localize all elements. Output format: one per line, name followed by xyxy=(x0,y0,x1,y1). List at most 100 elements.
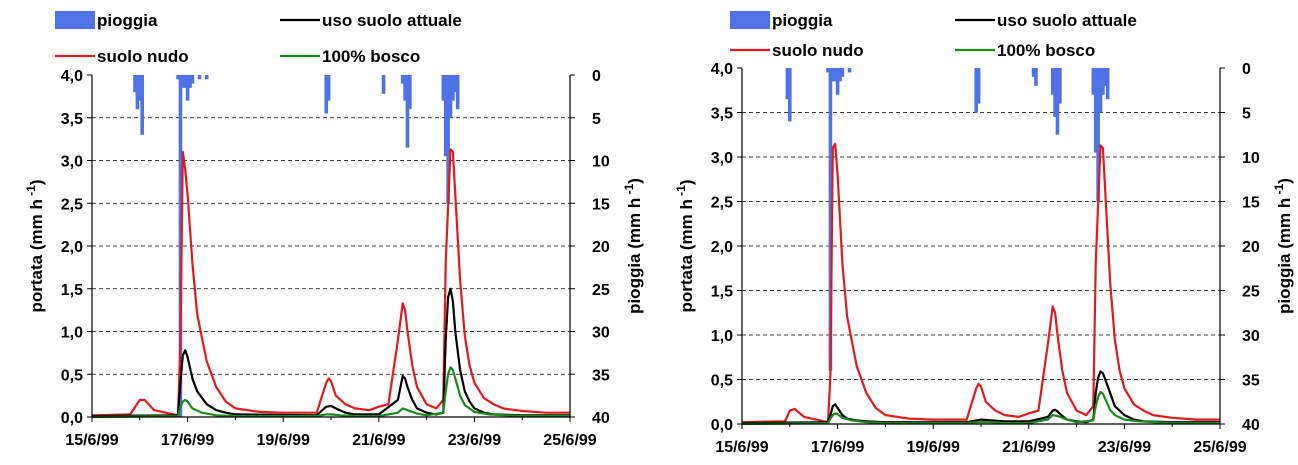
rain-bar xyxy=(1053,68,1057,117)
y2-axis-title-main: pioggia (mm h xyxy=(1275,198,1294,314)
x-tick-label: 15/6/99 xyxy=(715,439,768,456)
y2-tick-label: 10 xyxy=(1242,150,1260,167)
y-tick-label: 2,0 xyxy=(61,239,83,256)
legend-swatch-rain xyxy=(730,11,770,29)
y-tick-label: 4,0 xyxy=(711,61,733,78)
y2-axis-title-close: ) xyxy=(1275,178,1294,184)
y-axis-title-close: ) xyxy=(27,179,46,185)
rain-bar xyxy=(1103,68,1108,86)
y2-tick-label: 25 xyxy=(1242,284,1260,301)
y-axis-title: portata (mm h -1) xyxy=(674,179,696,312)
chart-left-svg: 0,0 0,5 1,0 1,5 2,0 2,5 3,0 3,5 4,0 40 35 30 25 20 15 1… xyxy=(24,11,644,449)
y-tick-label: 1,5 xyxy=(711,284,733,301)
y-axis-title-exp: -1 xyxy=(674,185,688,199)
y-tick-label: 3,0 xyxy=(711,150,733,167)
rain-bar xyxy=(788,68,792,122)
x-tick-label: 19/6/99 xyxy=(907,439,960,456)
rain-bar xyxy=(197,75,202,80)
rain-bar xyxy=(176,75,180,80)
y-tick-label: 2,5 xyxy=(61,196,83,213)
legend-label: 100% bosco xyxy=(322,47,420,66)
rain-bar xyxy=(847,68,852,73)
y2-tick-label: 30 xyxy=(1242,328,1260,345)
x-tick-label: 17/6/99 xyxy=(811,439,864,456)
rain-bar xyxy=(838,68,842,82)
rain-bar xyxy=(135,75,140,110)
y-tick-label: 1,0 xyxy=(61,325,83,342)
series-line-suolo-nudo xyxy=(741,142,1220,424)
rain-bar xyxy=(785,68,790,100)
y-axis-title-exp: -1 xyxy=(24,185,38,199)
rain-bar xyxy=(1050,68,1055,95)
rain-bar xyxy=(833,68,838,82)
rain-bar xyxy=(446,75,450,204)
rain-bar xyxy=(181,75,185,88)
rain-bar xyxy=(1034,68,1038,86)
legend-label: pioggia xyxy=(97,11,158,30)
y2-axis-title-exp: -1 xyxy=(622,183,636,197)
rain-bar xyxy=(324,75,329,114)
rain-bar xyxy=(441,75,446,101)
rain-bar xyxy=(448,75,453,118)
y2-axis-title-close: ) xyxy=(625,178,644,184)
rain-bar xyxy=(974,68,979,113)
y2-tick-label: 35 xyxy=(592,367,610,384)
rain-bar xyxy=(326,75,331,101)
y2-axis-title-exp: -1 xyxy=(1272,183,1286,197)
y-tick-label: 2,5 xyxy=(711,195,733,212)
rain-bar xyxy=(381,75,386,94)
y2-tick-label: 40 xyxy=(592,410,610,427)
legend-label: pioggia xyxy=(772,11,833,30)
rain-bar xyxy=(1091,68,1096,95)
y2-tick-label: 20 xyxy=(1242,239,1260,256)
y2-tick-label: 0 xyxy=(592,68,601,85)
legend-swatch-rain xyxy=(55,11,95,29)
y2-tick-label: 35 xyxy=(1242,373,1260,390)
legend-label: suolo nudo xyxy=(772,41,864,60)
rain-bar xyxy=(831,68,835,82)
y2-tick-label: 10 xyxy=(592,154,610,171)
y-tick-label: 1,0 xyxy=(711,328,733,345)
rain-bar xyxy=(451,75,455,101)
y-tick-label: 2,0 xyxy=(711,239,733,256)
y-axis-title: portata (mm h -1) xyxy=(24,179,46,312)
rain-bar xyxy=(178,75,183,417)
rain-bar xyxy=(1055,68,1060,135)
rain-bar xyxy=(1098,68,1103,113)
y-tick-label: 1,5 xyxy=(61,282,83,299)
y-tick-label: 3,0 xyxy=(61,154,83,171)
x-tick-label: 25/6/99 xyxy=(543,432,596,449)
rain-bar xyxy=(1105,68,1110,100)
legend-label: uso suolo attuale xyxy=(997,11,1137,30)
rain-bar xyxy=(840,68,845,77)
rain-bar xyxy=(183,75,188,88)
rain-bar xyxy=(403,75,407,101)
rain-bar xyxy=(133,75,137,93)
x-tick-label: 25/6/99 xyxy=(1193,439,1246,456)
y2-tick-label: 30 xyxy=(592,325,610,342)
y2-tick-label: 25 xyxy=(592,282,610,299)
legend-label: 100% bosco xyxy=(997,41,1095,60)
rain-bar xyxy=(138,75,142,101)
rain-bar xyxy=(976,68,981,104)
series-line-uso-suolo-attuale xyxy=(91,287,570,418)
rain-bar xyxy=(1093,68,1098,153)
y-axis-title-main: portata (mm h xyxy=(27,199,46,312)
y-tick-label: 0,5 xyxy=(711,373,733,390)
series-line-100-bosco xyxy=(91,366,570,419)
y-tick-label: 0,0 xyxy=(711,417,733,434)
rain-bar xyxy=(828,68,833,371)
rain-bar xyxy=(400,75,405,84)
y2-axis-title: pioggia (mm h -1) xyxy=(1272,178,1294,314)
x-tick-label: 23/6/99 xyxy=(448,432,501,449)
rain-bar xyxy=(1101,68,1105,95)
rain-bar xyxy=(140,75,144,135)
y-tick-label: 4,0 xyxy=(61,68,83,85)
chart-right: 0,0 0,5 1,0 1,5 2,0 2,5 3,0 3,5 4,0 40 35 30 25 20 15 1… xyxy=(650,0,1298,465)
y2-tick-label: 15 xyxy=(1242,195,1260,212)
y-axis-title-main: portata (mm h xyxy=(677,199,696,312)
chart-left: 0,0 0,5 1,0 1,5 2,0 2,5 3,0 3,5 4,0 40 35 30 25 20 15 1… xyxy=(0,0,648,465)
y-axis-title-close: ) xyxy=(677,179,696,185)
y2-tick-label: 15 xyxy=(592,196,610,213)
x-tick-label: 23/6/99 xyxy=(1098,439,1151,456)
